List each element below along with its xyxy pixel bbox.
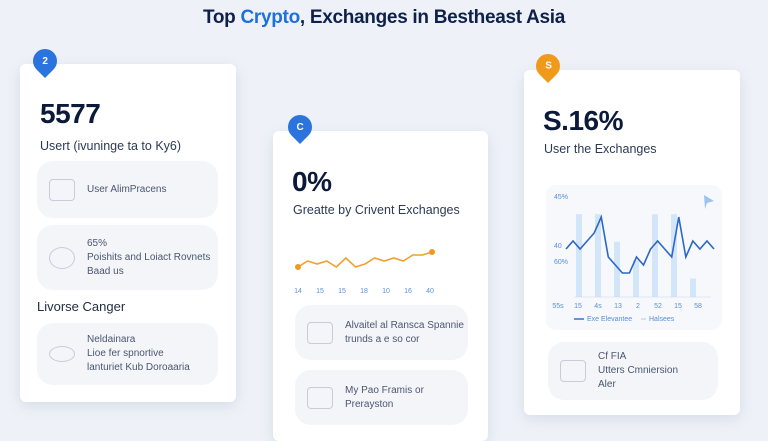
x-tick-label: 40 xyxy=(426,288,434,295)
series-line xyxy=(297,251,433,269)
x-tick-label: 10 xyxy=(382,288,390,295)
section-heading: Livorse Canger xyxy=(37,299,126,314)
bar xyxy=(614,241,620,297)
bar xyxy=(671,214,677,297)
browser-icon xyxy=(49,178,75,201)
x-tick-label: 16 xyxy=(404,288,412,295)
y-tick-label: 60% xyxy=(554,259,568,266)
x-tick-label: 18 xyxy=(360,288,368,295)
list-item[interactable]: Neldainara Lioe fer spnortive lanturiet Ku… xyxy=(37,323,218,385)
data-point xyxy=(295,264,301,270)
x-tick-label: 4s xyxy=(594,303,602,310)
bar xyxy=(633,260,639,297)
x-tick-label: 15 xyxy=(338,288,346,295)
dragon-icon xyxy=(49,246,75,269)
y-tick-label: 45% xyxy=(554,194,568,201)
bar xyxy=(595,214,601,297)
series-line xyxy=(565,214,715,274)
list-item[interactable]: Cf FIA Utters Cmniersion Aler xyxy=(548,342,718,400)
stat-subtitle: User the Exchanges xyxy=(544,142,657,156)
monitor-icon xyxy=(560,360,586,382)
badge-icon xyxy=(49,346,75,362)
list-item[interactable]: User AlimPracens xyxy=(37,161,218,218)
legend-label: Halsees xyxy=(649,316,675,323)
bar xyxy=(576,214,582,297)
map-icon xyxy=(307,386,333,409)
bar xyxy=(690,278,696,297)
x-tick-label: 15 xyxy=(574,303,582,310)
list-item[interactable]: Alvaitel al Ransca Spannie trunds a e so … xyxy=(295,305,468,360)
stat-value: 5577 xyxy=(40,98,101,129)
x-tick-label: 2 xyxy=(636,303,640,310)
stat-subtitle: Usert (ivuninge ta to Ky6) xyxy=(40,139,182,153)
x-tick-label: 52 xyxy=(654,303,662,310)
x-tick-label: 55s xyxy=(552,303,564,310)
bar xyxy=(652,214,658,297)
x-tick-label: 15 xyxy=(674,303,682,310)
chart-panel xyxy=(546,185,722,330)
chat-icon xyxy=(307,321,333,344)
y-tick-label: 40 xyxy=(554,243,562,250)
line-chart: 14 15 15 18 10 16 40 xyxy=(294,249,435,295)
stat-value: S.16% xyxy=(543,105,624,136)
stat-value: 0% xyxy=(292,166,332,197)
x-tick-label: 14 xyxy=(294,288,302,295)
stat-subtitle: Greatte by Crivent Exchanges xyxy=(293,203,460,217)
page-title: Top Crypto, Exchanges in Bestheast Asia xyxy=(202,7,566,28)
legend-label: Exe Elevantee xyxy=(587,316,632,323)
x-tick-label: 13 xyxy=(614,303,622,310)
list-item[interactable]: My Pao Framis or Prerayston xyxy=(295,370,468,425)
x-tick-label: 58 xyxy=(694,303,702,310)
list-item[interactable]: 65% Poishits and Loiact Rovnets Baad us xyxy=(37,225,218,290)
data-point xyxy=(429,249,435,255)
x-tick-label: 15 xyxy=(316,288,324,295)
cursor-icon xyxy=(704,195,714,209)
bar-line-chart: 45% 40 60% 55s 15 4s 13 2 52 15 58 Exe Elevantee Hal… xyxy=(552,194,715,323)
